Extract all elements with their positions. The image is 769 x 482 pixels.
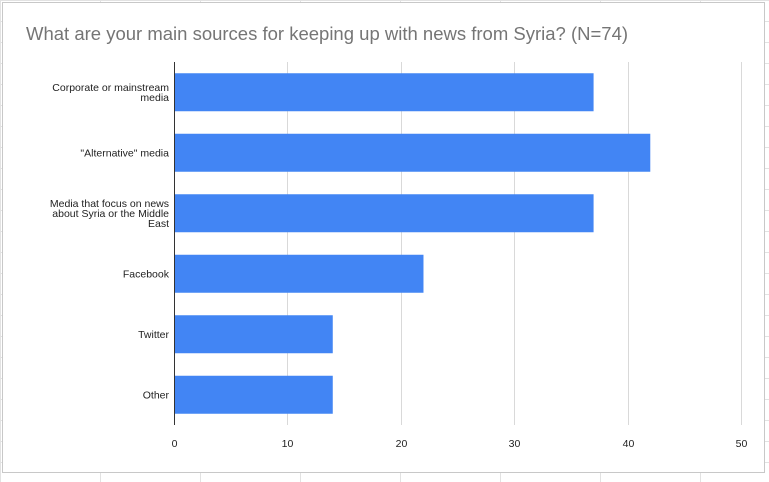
category-label: Facebook (123, 268, 170, 280)
bar (174, 315, 333, 354)
category-label-line: Other (143, 389, 170, 401)
category-label-line: media (140, 92, 169, 104)
bar (174, 375, 333, 414)
category-label: Media that focus on news about Syria or t… (50, 198, 169, 230)
category-label-line: Facebook (123, 268, 170, 280)
bar (174, 254, 424, 293)
category-label: Twitter (138, 329, 169, 341)
bar (174, 73, 594, 112)
x-tick-label: 20 (396, 438, 408, 450)
x-tick-label: 50 (736, 438, 748, 450)
category-label-line: Twitter (138, 329, 169, 341)
category-label-line: about Syria or the Middle (52, 208, 169, 220)
category-label-line: Corporate or mainstream (52, 82, 169, 94)
category-label: Other (143, 389, 170, 401)
category-label: "Alternative" media (80, 147, 169, 159)
category-label-line: Media that focus on news (50, 198, 169, 210)
x-tick-label: 40 (623, 438, 635, 450)
bar (174, 194, 594, 233)
x-tick-label: 0 (172, 438, 178, 450)
x-tick-label: 10 (282, 438, 294, 450)
category-label-line: "Alternative" media (80, 147, 169, 159)
x-tick-label: 30 (509, 438, 521, 450)
category-label-line: East (148, 218, 169, 230)
chart-title: What are your main sources for keeping u… (26, 23, 629, 44)
category-label: Corporate or mainstream media (52, 82, 169, 104)
bar (174, 133, 651, 172)
